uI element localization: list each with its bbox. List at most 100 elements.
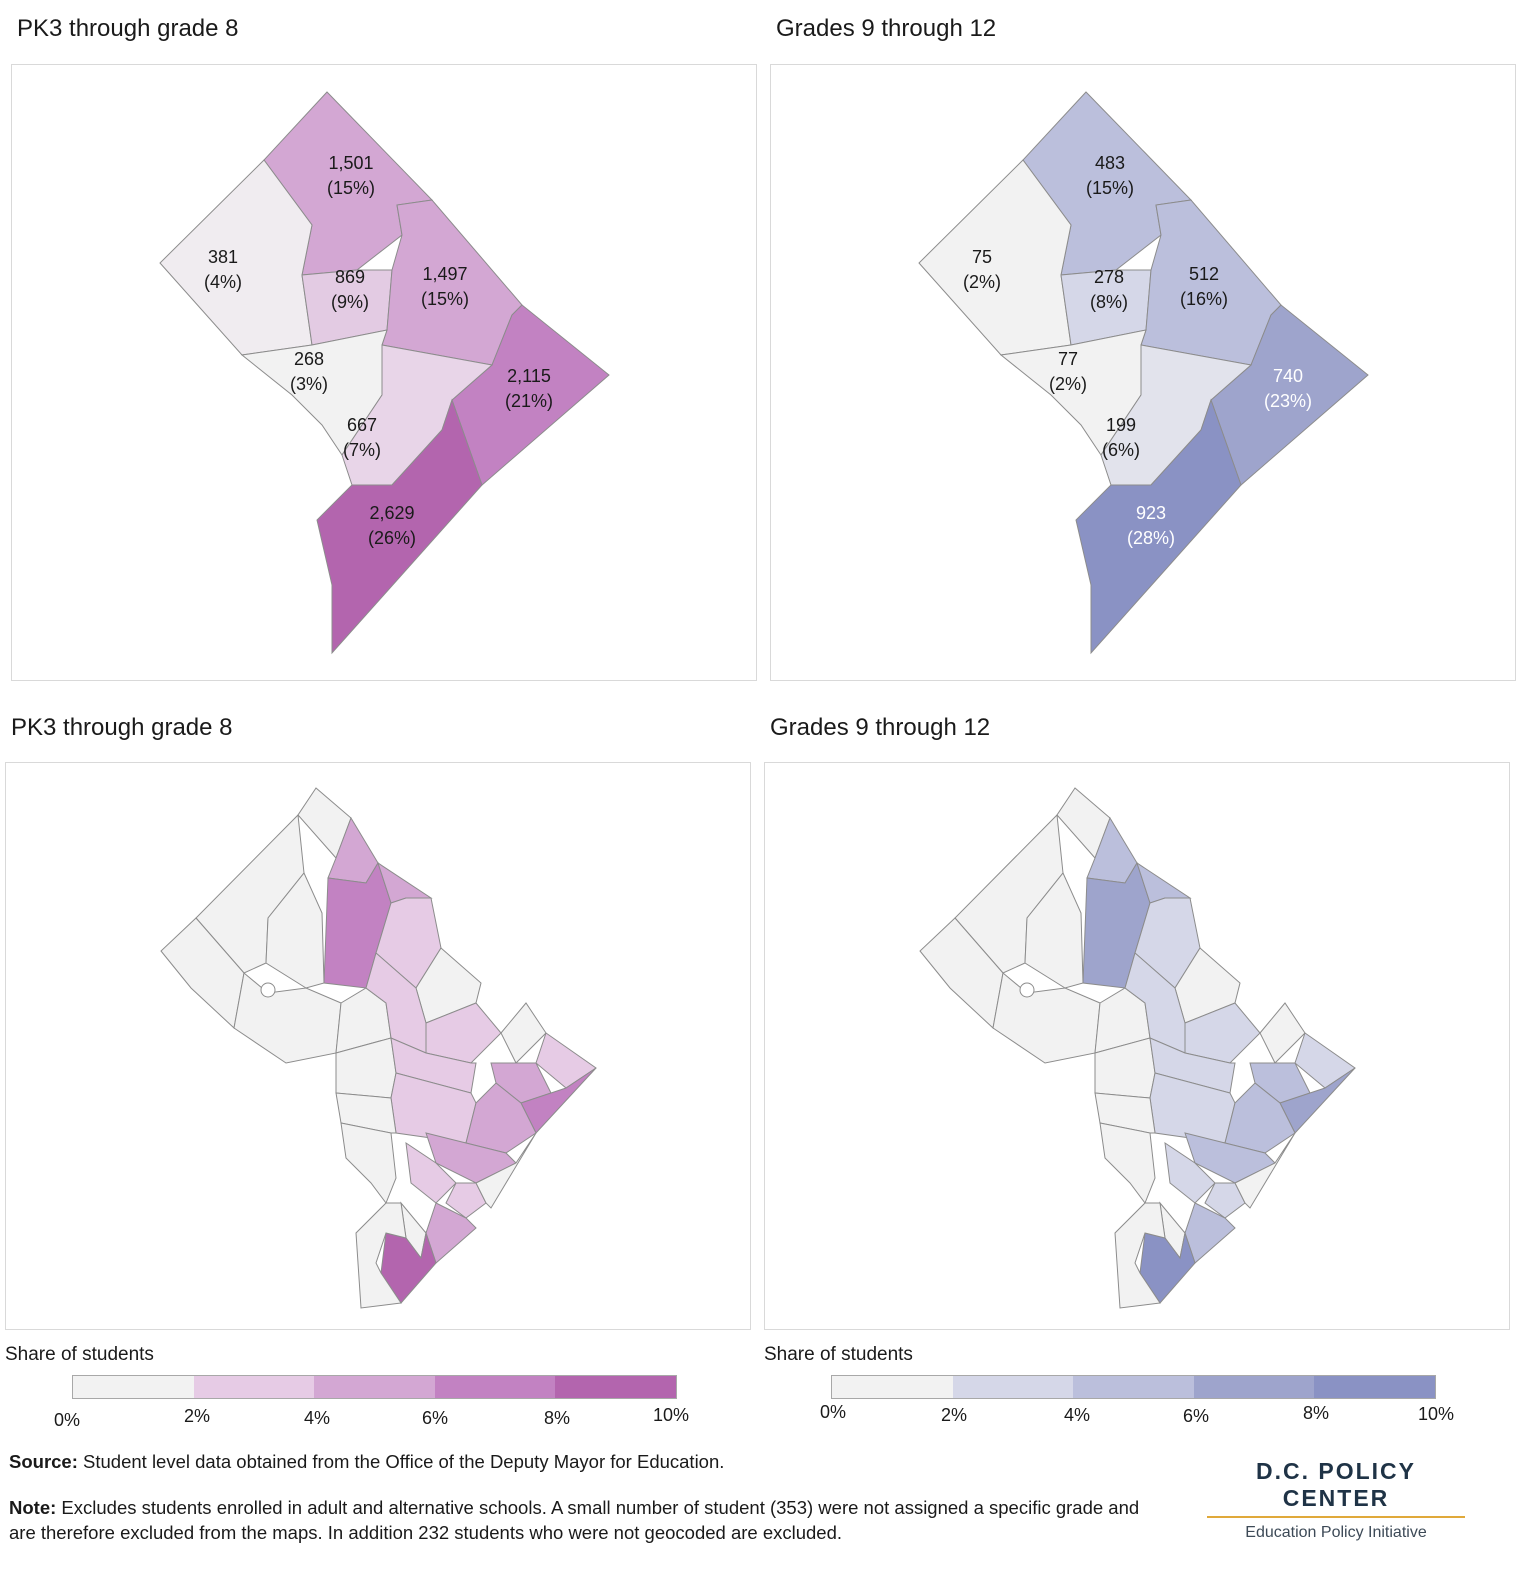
ward-map-9-12-svg: 483 (15%) 75 (2%) 278 (8%) 512 (16%) 77 (2%) 740 (2… [918,91,1369,655]
brand-logo: D.C. POLICY CENTER Education Policy Init… [1207,1458,1465,1542]
ward-count-label: 268 [294,349,324,369]
legend-swatch [832,1376,953,1398]
cluster-region [335,1092,397,1134]
cluster-region [1094,1092,1156,1134]
ward-percent-label: (26%) [368,528,416,548]
cluster-region [405,1141,457,1204]
legend-swatch [1314,1376,1435,1398]
ward-percent-label: (4%) [204,272,242,292]
legend-tick: 0% [53,1410,81,1430]
ward-percent-label: (21%) [505,391,553,411]
ward-percent-label: (28%) [1127,528,1175,548]
ward-count-label: 740 [1273,366,1303,386]
ward-percent-label: (16%) [1180,289,1228,309]
ward-count-label: 199 [1106,415,1136,435]
ward-percent-label: (6%) [1102,440,1140,460]
ward-count-label: 512 [1189,264,1219,284]
legend-tick: 8% [1302,1403,1330,1423]
brand-subtitle: Education Policy Initiative [1245,1524,1427,1541]
panel-title-top-right: Grades 9 through 12 [776,15,997,42]
legend-swatch [1073,1376,1194,1398]
cluster-region [425,1002,502,1064]
ward-percent-label: (7%) [343,440,381,460]
source-text: Student level data obtained from the Off… [77,1451,725,1472]
cluster-region [992,972,1101,1064]
cluster-map-pk8 [5,762,751,1330]
legend-tick: 4% [303,1408,331,1428]
ward-percent-label: (15%) [1086,178,1134,198]
brand-divider [1207,1516,1465,1518]
brand-name: D.C. POLICY CENTER [1255,1458,1416,1511]
panel-title-bottom-left: PK3 through grade 8 [11,714,233,741]
ward-count-label: 381 [208,247,238,267]
map-hole-marker [260,982,276,998]
legend-tick: 2% [940,1405,968,1425]
cluster-region [1184,1002,1261,1064]
legend-tick: 6% [421,1408,449,1428]
legend-swatch [193,1376,315,1398]
ward-percent-label: (8%) [1090,292,1128,312]
ward-count-label: 1,497 [422,264,467,284]
cluster-region [535,1032,597,1089]
legend-swatch [1193,1376,1315,1398]
ward-count-label: 278 [1094,267,1124,287]
ward-percent-label: (15%) [421,289,469,309]
legend-swatch [73,1376,194,1398]
ward-count-label: 75 [972,247,992,267]
ward-count-label: 667 [347,415,377,435]
cluster-region [1164,1141,1216,1204]
ward-percent-label: (2%) [1049,374,1087,394]
legend-title-pk8: Share of students [5,1344,154,1365]
source-note: Source: Student level data obtained from… [9,1449,1149,1474]
legend-tick: 2% [183,1406,211,1426]
note-label: Note: [9,1497,57,1518]
legend-tick: 10% [652,1405,690,1425]
ward-percent-label: (2%) [963,272,1001,292]
cluster-region [1114,1202,1166,1309]
cluster-region [425,1202,477,1264]
ward-count-label: 869 [335,267,365,287]
ward-percent-label: (15%) [327,178,375,198]
cluster-region [355,1202,407,1309]
legend-title-9-12: Share of students [764,1344,913,1365]
ward-percent-label: (23%) [1264,391,1312,411]
legend-tick: 0% [819,1402,847,1422]
ward-region [1075,398,1242,655]
cluster-region [1234,1132,1296,1209]
source-label: Source: [9,1451,78,1472]
legend-swatch [952,1376,1074,1398]
ward-map-9-12: 483 (15%) 75 (2%) 278 (8%) 512 (16%) 77 (2%) 740 (2… [770,64,1516,681]
ward-percent-label: (9%) [331,292,369,312]
ward-count-label: 1,501 [328,153,373,173]
note-text: Excludes students enrolled in adult and … [9,1497,1140,1543]
legend-tick: 4% [1063,1405,1091,1425]
cluster-region [919,917,1004,1029]
cluster-region [1294,1032,1356,1089]
ward-region [316,398,483,655]
cluster-map-9-12 [764,762,1510,1330]
cluster-region [475,1132,537,1209]
ward-count-label: 2,115 [507,366,551,386]
cluster-region [233,972,342,1064]
legend-tick: 8% [543,1408,571,1428]
legend-tick: 6% [1182,1406,1210,1426]
ward-count-label: 2,629 [369,503,414,523]
cluster-region [445,1182,487,1219]
cluster-map-pk8-svg [160,787,597,1309]
legend-color-bar-9-12 [831,1375,1436,1399]
legend-tick: 10% [1417,1404,1455,1424]
ward-map-pk8: 1,501 (15%) 381 (4%) 869 (9%) 1,497 (15%) 268 (3%… [11,64,757,681]
ward-percent-label: (3%) [290,374,328,394]
cluster-region [160,917,245,1029]
legend-swatch [555,1376,676,1398]
panel-title-top-left: PK3 through grade 8 [17,15,239,42]
legend-swatch [434,1376,556,1398]
cluster-region [340,1122,397,1205]
footnote: Note: Excludes students enrolled in adul… [9,1495,1149,1545]
legend-color-bar-pk8 [72,1375,677,1399]
ward-count-label: 923 [1136,503,1166,523]
cluster-region [1204,1182,1246,1219]
panel-title-bottom-right: Grades 9 through 12 [770,714,991,741]
cluster-region [1184,1202,1236,1264]
cluster-map-9-12-svg [919,787,1356,1309]
